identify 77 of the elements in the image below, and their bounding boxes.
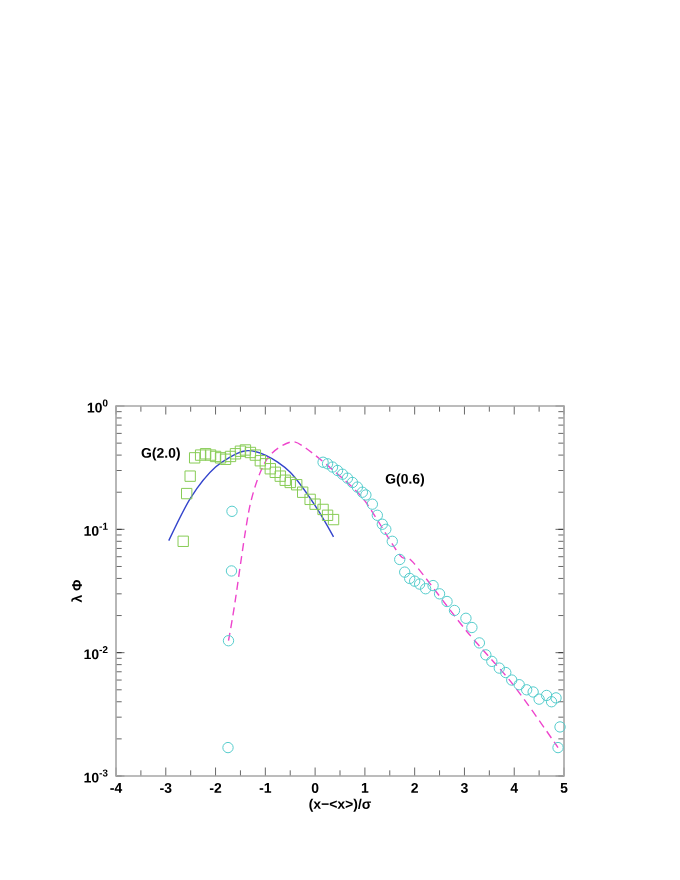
point	[327, 513, 340, 526]
point	[219, 453, 232, 465]
point	[239, 444, 252, 456]
point	[226, 505, 238, 517]
point	[500, 666, 512, 679]
point	[506, 674, 518, 686]
point	[214, 452, 227, 464]
point	[321, 458, 334, 470]
point	[380, 523, 392, 536]
point	[309, 498, 321, 510]
point	[533, 693, 545, 705]
point	[427, 579, 439, 592]
point	[331, 464, 344, 477]
point	[360, 489, 372, 501]
point	[356, 486, 369, 498]
point	[408, 575, 421, 587]
point	[493, 662, 505, 674]
point	[404, 572, 416, 585]
point	[291, 479, 303, 491]
point	[296, 486, 309, 498]
point	[394, 553, 406, 566]
point	[466, 621, 478, 634]
point	[259, 458, 272, 470]
point	[326, 461, 339, 473]
point	[486, 655, 498, 668]
point	[527, 686, 539, 698]
point	[177, 535, 189, 547]
point	[234, 445, 247, 457]
point	[433, 588, 446, 600]
point	[254, 455, 267, 467]
point	[513, 679, 525, 691]
point	[346, 476, 359, 489]
point	[480, 649, 492, 661]
point	[351, 481, 364, 493]
point	[229, 448, 242, 460]
point	[279, 474, 291, 486]
point	[336, 468, 349, 480]
point	[317, 503, 329, 516]
point	[448, 604, 461, 617]
line-series	[227, 441, 559, 749]
point	[204, 449, 217, 461]
point	[366, 498, 379, 510]
point	[224, 450, 237, 463]
point	[545, 696, 558, 708]
point	[419, 583, 432, 595]
point	[554, 721, 566, 733]
point	[264, 463, 276, 475]
point	[321, 509, 334, 521]
point	[371, 509, 384, 521]
point	[317, 456, 329, 468]
point	[284, 476, 296, 489]
point	[441, 595, 453, 608]
point	[184, 470, 196, 482]
point	[199, 448, 212, 460]
point	[209, 450, 222, 463]
point	[399, 566, 411, 578]
point	[540, 689, 553, 702]
point	[552, 741, 564, 754]
point	[269, 466, 281, 478]
point	[413, 578, 426, 590]
point	[225, 565, 238, 577]
point	[341, 472, 354, 484]
point	[244, 446, 257, 459]
point	[386, 535, 398, 547]
point	[550, 692, 562, 704]
point	[181, 487, 193, 500]
point	[376, 518, 388, 530]
point	[222, 741, 234, 754]
point	[274, 470, 286, 482]
point	[194, 449, 207, 461]
point	[249, 449, 262, 461]
point	[188, 452, 201, 464]
point	[222, 635, 235, 647]
point	[460, 612, 472, 624]
point	[473, 637, 486, 649]
point	[520, 684, 533, 696]
point	[304, 493, 316, 506]
